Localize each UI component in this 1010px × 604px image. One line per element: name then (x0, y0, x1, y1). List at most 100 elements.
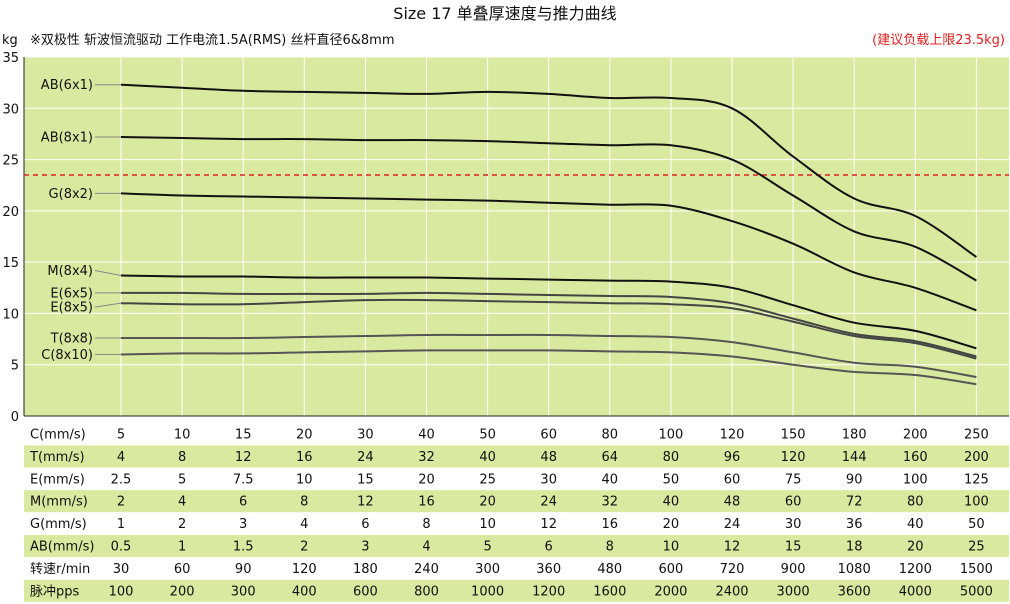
table-cell: 80 (663, 450, 680, 465)
series-label-ab-6x1: AB(6x1) (41, 78, 93, 93)
table-cell: 2.5 (111, 472, 132, 487)
table-cell: 12 (540, 517, 557, 532)
table-cell: 8 (422, 517, 430, 532)
series-line-t-8x8 (120, 333, 977, 378)
table-row-stripe (24, 535, 1009, 557)
table-cell: 30 (785, 517, 802, 532)
table-cell: 8 (300, 495, 308, 510)
y-tick-label: 10 (2, 307, 19, 322)
table-cell: 800 (414, 584, 439, 599)
table-cell: 40 (907, 517, 924, 532)
y-axis-ticks: 0 5 10 15 20 25 30 35 (2, 51, 19, 425)
table-cell: 300 (475, 562, 500, 577)
table-cell: 32 (602, 495, 619, 510)
table-cell: 25 (479, 472, 496, 487)
table-cell: 4 (178, 495, 186, 510)
table-cell: 4 (117, 450, 125, 465)
table-cell: 50 (968, 517, 985, 532)
table-cell: 200 (964, 450, 989, 465)
table-cell: 18 (846, 540, 863, 555)
series-label-ab-8x1: AB(8x1) (41, 131, 93, 146)
table-cell: 10 (296, 472, 313, 487)
series-line-e-8x5 (120, 298, 977, 360)
table-cell: 2 (178, 517, 186, 532)
chart-title: Size 17 单叠厚速度与推力曲线 (393, 4, 616, 23)
table-cell: 20 (418, 472, 435, 487)
table-cell: 40 (418, 428, 435, 443)
series-label-e-8x5: E(8x5) (50, 301, 93, 316)
table-cell: 1200 (532, 584, 565, 599)
table-cell: 36 (846, 517, 863, 532)
chart-subtitle: ※双极性 斩波恒流驱动 工作电流1.5A(RMS) 丝杆直径6&8mm (30, 33, 395, 48)
table-cell: 120 (720, 428, 745, 443)
table-cell: 5 (117, 428, 125, 443)
table-cell: 16 (602, 517, 619, 532)
table-cell: 24 (540, 495, 557, 510)
y-tick-label: 35 (2, 51, 19, 66)
table-cell: 32 (418, 450, 435, 465)
table-cell: 2 (300, 540, 308, 555)
table-cell: 1000 (471, 584, 504, 599)
table-cell: 4 (422, 540, 430, 555)
table-row-label: 转速r/min (30, 562, 90, 577)
table-cell: 40 (479, 450, 496, 465)
series-label-c-8x10: C(8x10) (41, 348, 93, 363)
table-cell: 480 (597, 562, 622, 577)
table-cell: 3 (361, 540, 369, 555)
table-cell: 3 (239, 517, 247, 532)
table-cell: 12 (357, 495, 374, 510)
y-tick-label: 5 (11, 359, 19, 374)
table-cell: 200 (903, 428, 928, 443)
table-cell: 4 (300, 517, 308, 532)
table-cell: 50 (479, 428, 496, 443)
table-cell: 8 (178, 450, 186, 465)
table-cell: 180 (842, 428, 867, 443)
table-cell: 12 (724, 540, 741, 555)
table-cell: 5000 (960, 584, 993, 599)
table-cell: 2 (117, 495, 125, 510)
table-cell: 1200 (899, 562, 932, 577)
table-cell: 24 (357, 450, 374, 465)
table-cell: 20 (907, 540, 924, 555)
series-line-e-6x5 (120, 291, 977, 358)
table-cell: 2000 (654, 584, 687, 599)
table-cell: 20 (479, 495, 496, 510)
table-cell: 60 (174, 562, 191, 577)
table-cell: 40 (663, 495, 680, 510)
table-cell: 100 (109, 584, 134, 599)
table-cell: 16 (296, 450, 313, 465)
table-cell: 600 (353, 584, 378, 599)
series-label-leader (94, 269, 122, 276)
series-line-ab-8x1 (120, 136, 977, 282)
series-label-t-8x8: T(8x8) (50, 332, 93, 347)
table-cell: 90 (235, 562, 252, 577)
table-cell: 72 (846, 495, 863, 510)
table-cell: 360 (536, 562, 561, 577)
table-cell: 90 (846, 472, 863, 487)
table-row-label: M(mm/s) (30, 495, 88, 510)
table-cell: 250 (964, 428, 989, 443)
table-cell: 30 (357, 428, 374, 443)
series-line-ab-6x1 (120, 83, 977, 258)
table-cell: 0.5 (111, 540, 132, 555)
table-cell: 75 (785, 472, 802, 487)
y-tick-label: 15 (2, 256, 19, 271)
table-cell: 15 (357, 472, 374, 487)
table-cell: 20 (296, 428, 313, 443)
table-cell: 7.5 (233, 472, 254, 487)
table-cell: 1600 (593, 584, 626, 599)
table-row-label: T(mm/s) (29, 450, 85, 465)
table-cell: 600 (658, 562, 683, 577)
y-axis-unit-label: kg (2, 33, 18, 48)
table-cell: 50 (663, 472, 680, 487)
table-cell: 100 (903, 472, 928, 487)
series-label-m-8x4: M(8x4) (47, 264, 93, 279)
table-cell: 1 (178, 540, 186, 555)
table-cell: 16 (418, 495, 435, 510)
series-line-c-8x10 (120, 349, 977, 386)
table-cell: 40 (602, 472, 619, 487)
table-cell: 6 (545, 540, 553, 555)
table-cell: 400 (292, 584, 317, 599)
table-cell: 48 (724, 495, 741, 510)
